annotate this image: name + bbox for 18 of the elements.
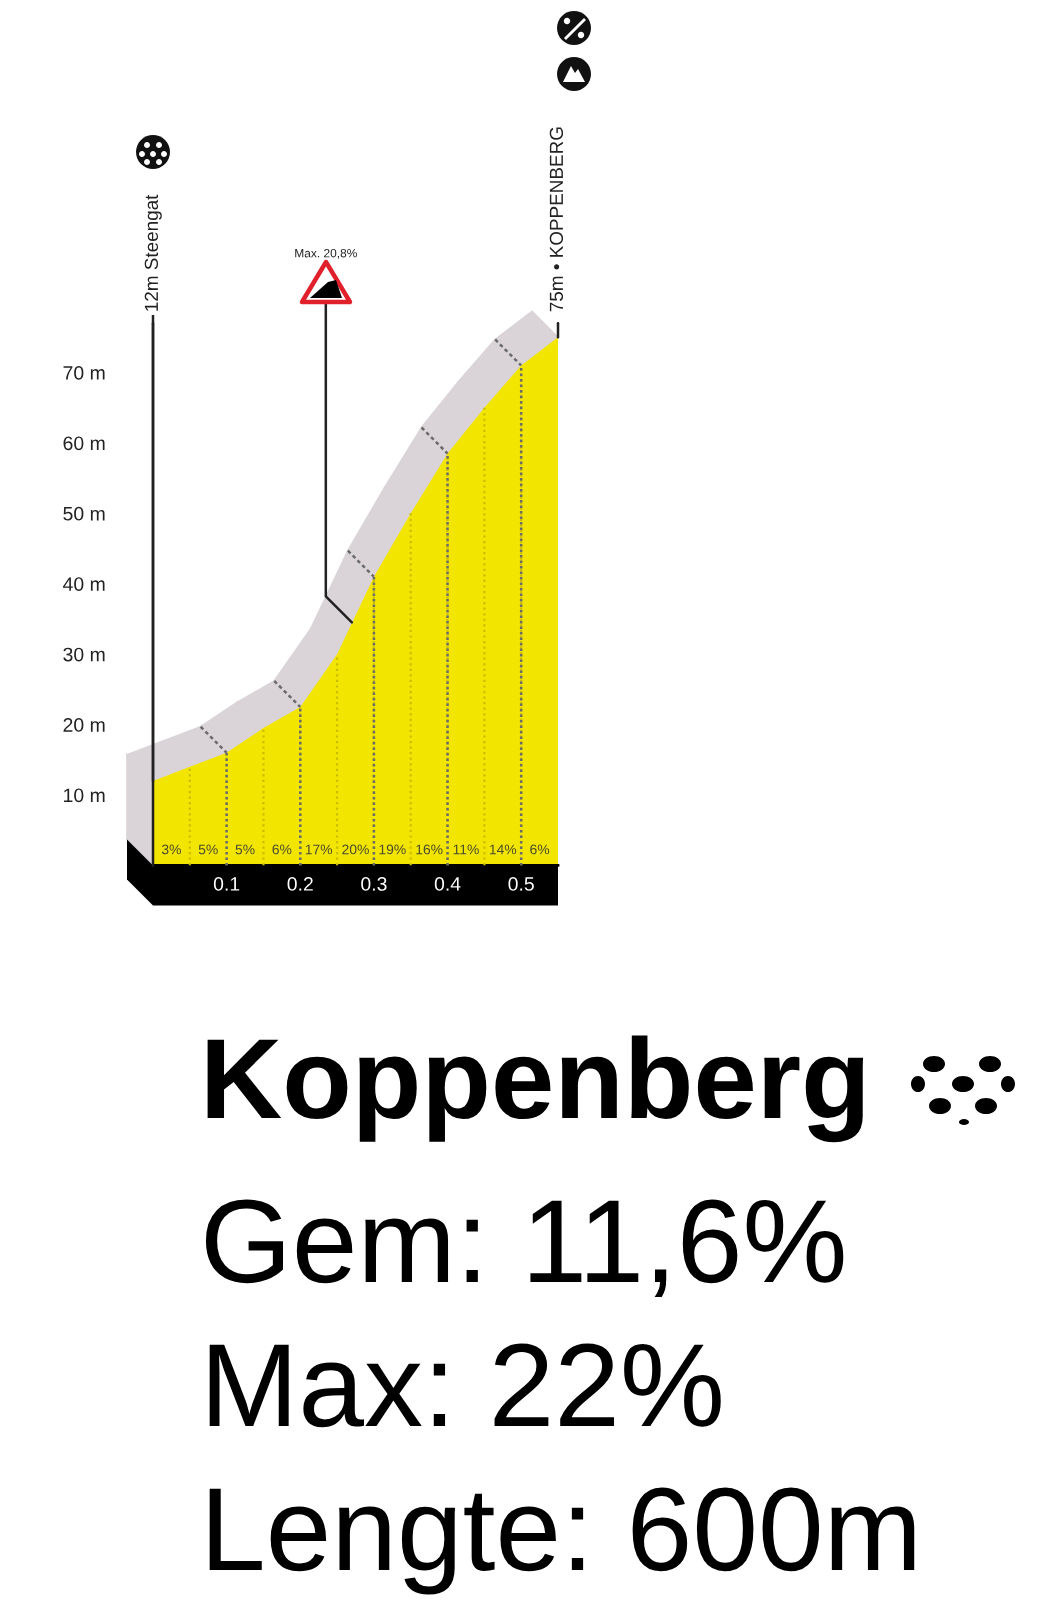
text: Gem: 11,6%	[205, 1199, 844, 1298]
text: Lengte: 600m	[209, 1487, 915, 1595]
y-tick-label: 60 m	[63, 436, 105, 451]
x-tick-label: 0.4	[434, 877, 461, 891]
annotation: 12m Steengat	[144, 194, 162, 311]
y-tick-label: 50 m	[63, 506, 105, 521]
annotation: 75m • KOPPENBERG	[549, 127, 564, 312]
x-tick-label: 0.5	[508, 877, 534, 891]
x-tick-label: 0.3	[361, 877, 387, 891]
x-tick-label: 0.1	[213, 877, 240, 891]
text: Koppenberg	[207, 1035, 864, 1143]
y-tick-label: 30 m	[63, 647, 105, 662]
y-tick-label: 10 m	[64, 788, 105, 803]
x-tick-label: 0.2	[287, 877, 313, 891]
text: Max: 22%	[209, 1343, 721, 1428]
y-tick-label: 70 m	[63, 366, 105, 380]
y-tick-label: 20 m	[63, 718, 105, 732]
y-tick-label: 40 m	[63, 577, 105, 591]
